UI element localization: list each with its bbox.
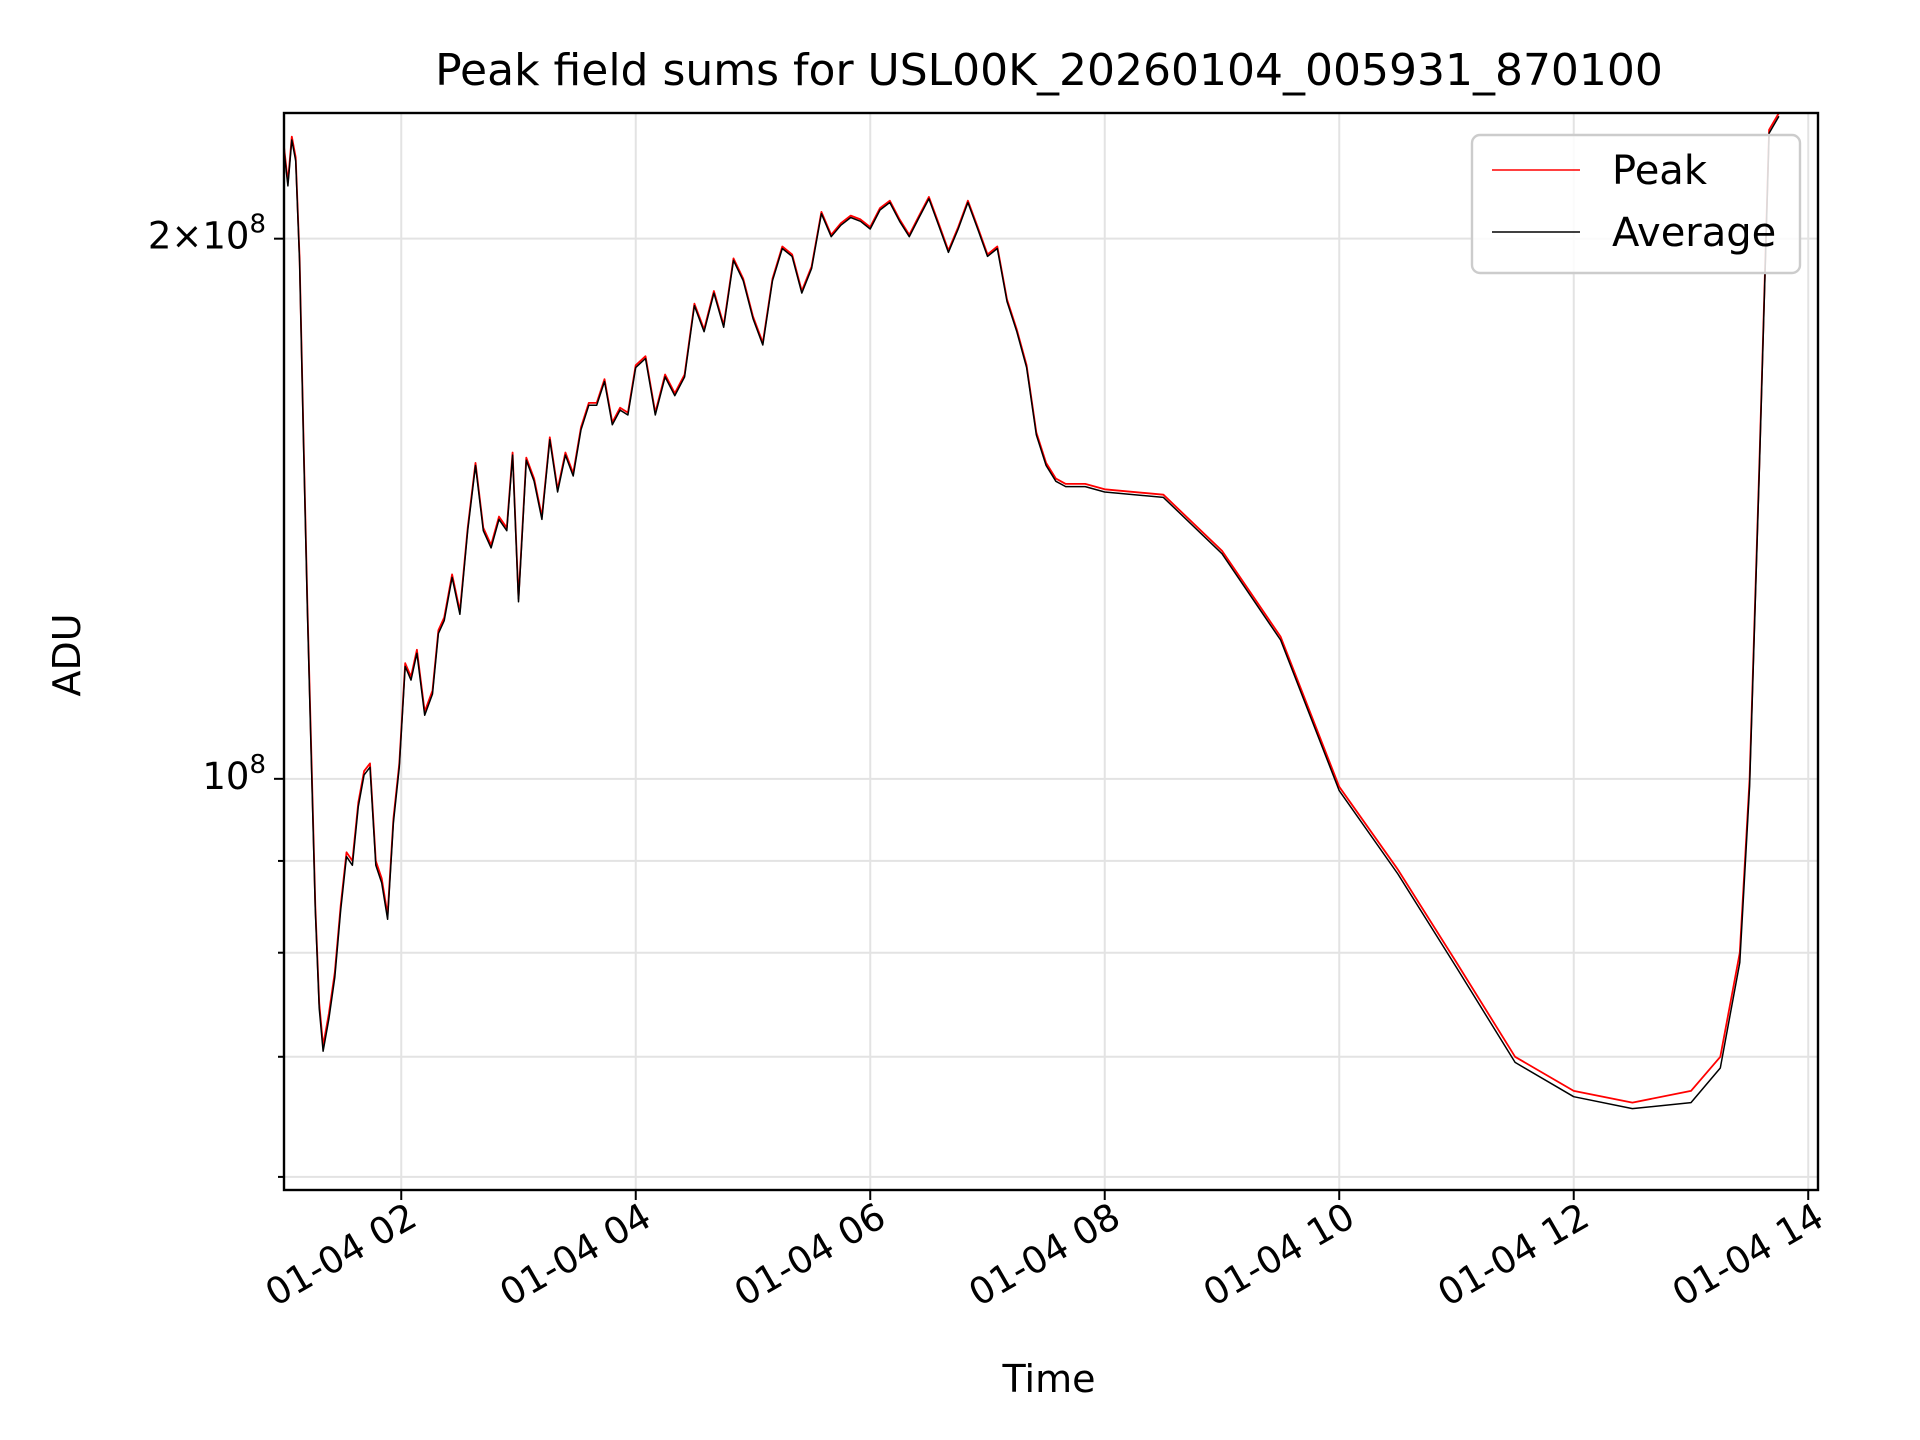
x-axis-label: Time	[1002, 1357, 1096, 1401]
gridlines	[284, 113, 1818, 1190]
y-axis-ticks: 108 2×108	[148, 210, 284, 1178]
axes-frame	[282, 111, 1820, 1192]
y-tick-label: 108	[202, 750, 266, 798]
y-axis-label: ADU	[45, 613, 89, 696]
legend: Peak Average	[1470, 133, 1802, 275]
series-line-average	[283, 115, 1780, 1110]
legend-average-label: Average	[1612, 210, 1776, 256]
series-line-peak	[283, 112, 1780, 1104]
legend-peak-label: Peak	[1612, 148, 1708, 194]
plot-lines	[283, 112, 1780, 1110]
y-tick-label: 2×108	[148, 210, 266, 258]
chart-title: Peak field sums for USL00K_20260104_0059…	[435, 45, 1663, 96]
